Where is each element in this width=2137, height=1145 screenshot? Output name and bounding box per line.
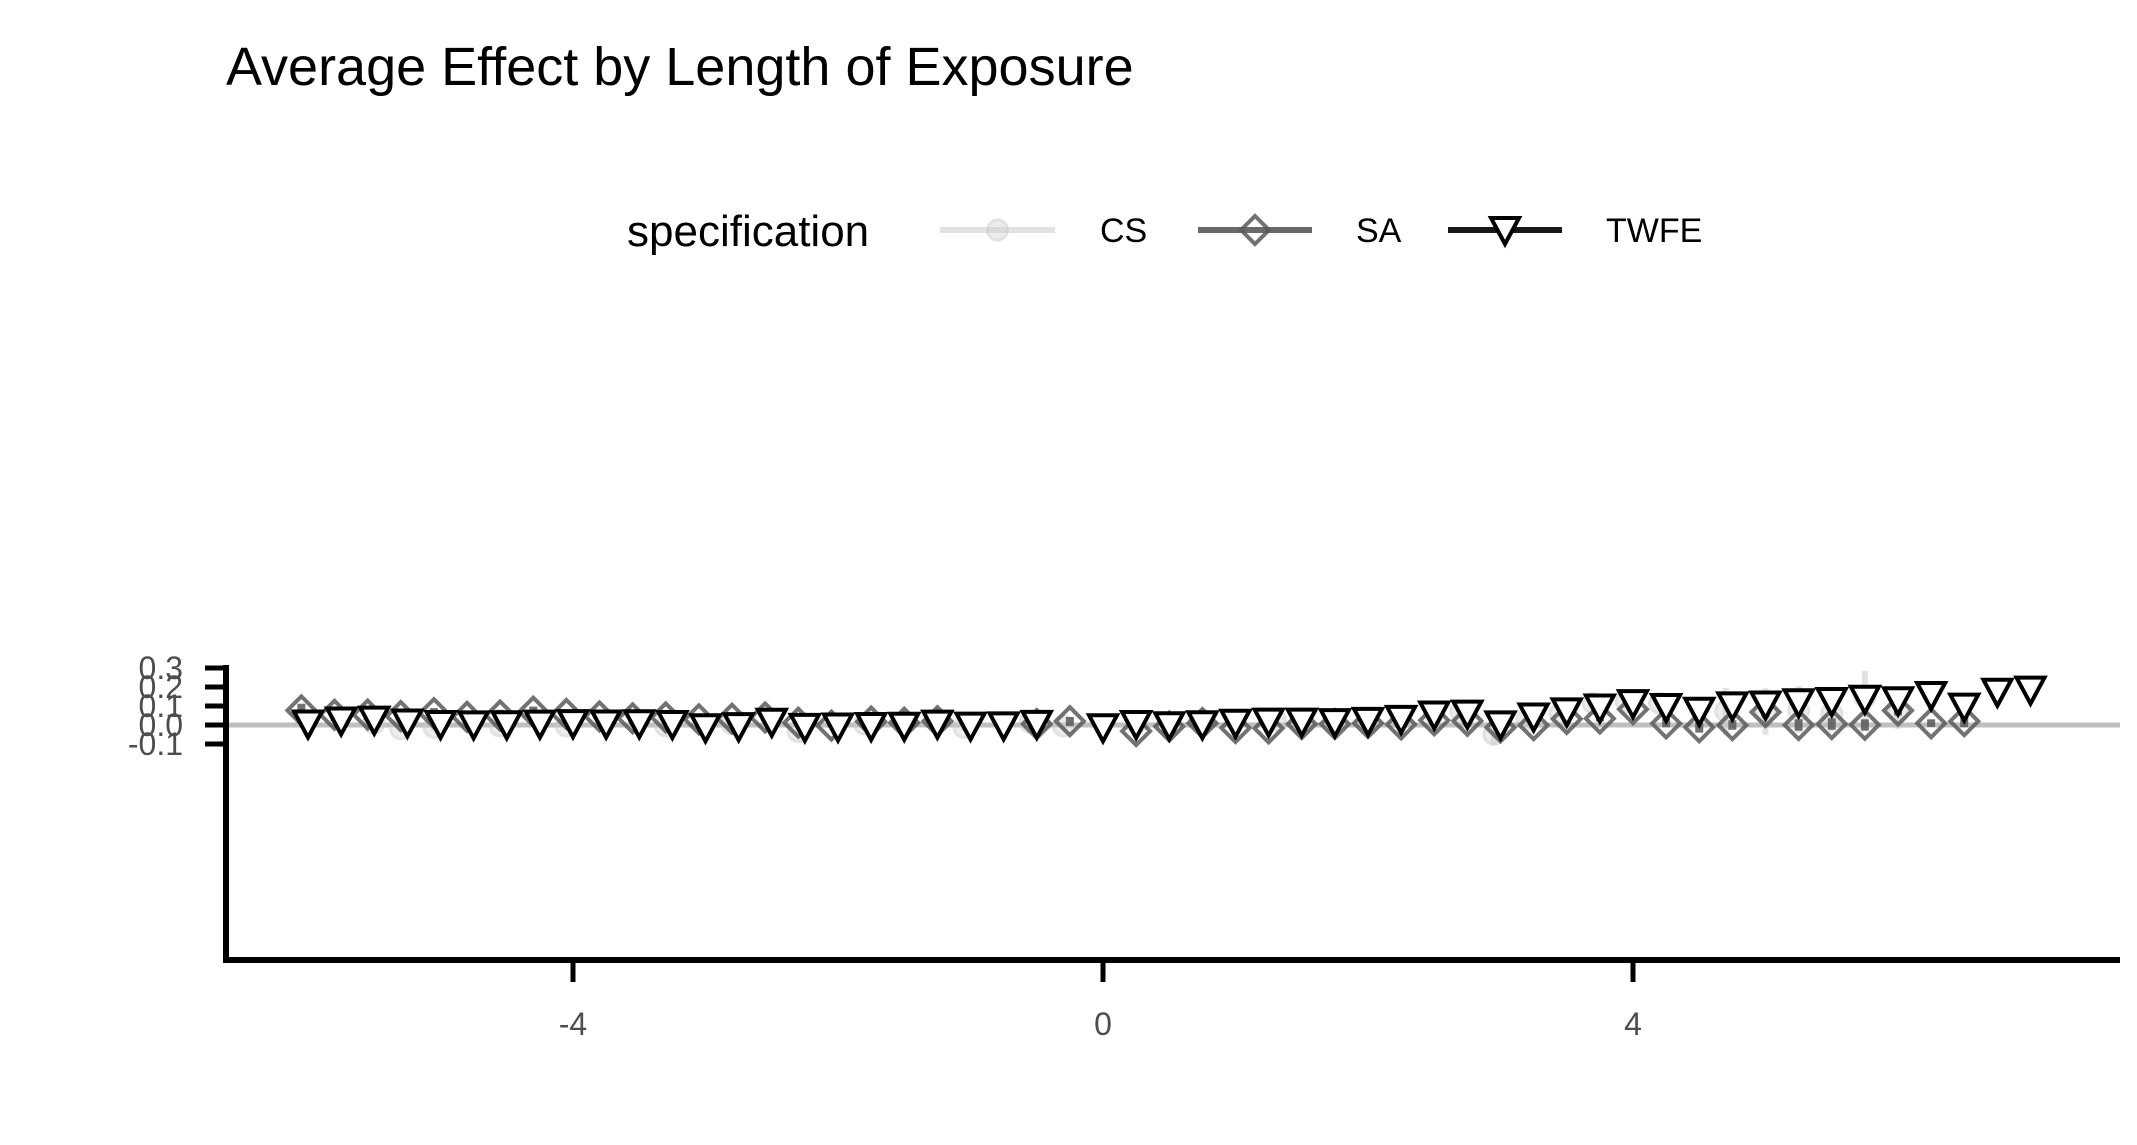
twfe-point xyxy=(986,711,1021,744)
twfe-point xyxy=(323,706,359,739)
twfe-point xyxy=(423,710,458,743)
twfe-point xyxy=(920,709,955,742)
twfe-point xyxy=(522,709,558,742)
twfe-point xyxy=(1781,688,1816,721)
series-layer xyxy=(284,670,2048,748)
sa-point xyxy=(1881,693,1915,728)
twfe-point xyxy=(1615,689,1651,722)
twfe-point xyxy=(290,709,326,742)
twfe-point xyxy=(456,710,491,743)
legend-label: TWFE xyxy=(1606,212,1702,250)
y-tick-label: 0.2 xyxy=(139,669,183,705)
twfe-point xyxy=(1946,692,1982,725)
twfe-point xyxy=(1715,691,1750,724)
twfe-point xyxy=(555,709,591,742)
sa-point xyxy=(1914,706,1948,741)
twfe-point xyxy=(853,711,889,745)
twfe-point xyxy=(1118,710,1154,743)
legend-swatch-marker xyxy=(1487,216,1523,249)
twfe-point xyxy=(1880,686,1916,719)
sa-point xyxy=(1450,703,1485,738)
x-tick-label: 0 xyxy=(1094,1006,1112,1042)
twfe-point xyxy=(588,709,624,742)
twfe-point xyxy=(1913,680,1949,714)
y-tick-label: 0.0 xyxy=(139,707,183,743)
twfe-point xyxy=(886,711,922,744)
x-tick-label: -4 xyxy=(559,1006,587,1042)
twfe-point xyxy=(1185,710,1220,743)
sa-point xyxy=(1417,703,1452,738)
twfe-point xyxy=(2013,675,2048,708)
sa-point xyxy=(1583,701,1617,736)
y-tick-label: -0.1 xyxy=(128,726,183,762)
sa-point xyxy=(1251,711,1286,746)
twfe-point xyxy=(1383,704,1419,738)
twfe-point xyxy=(1980,677,2015,710)
twfe-point xyxy=(1483,710,1518,743)
axes-layer: -0.10.00.10.20.3 -4 0 4 xyxy=(128,650,2120,1042)
legend-swatch-marker xyxy=(986,218,1009,242)
y-tick-label: 0.3 xyxy=(139,650,183,686)
legend: specification CS SA TWFE xyxy=(627,207,1702,256)
y-tick-label: 0.1 xyxy=(139,688,183,724)
twfe-point xyxy=(1516,702,1551,735)
twfe-point xyxy=(1218,708,1253,741)
twfe-point xyxy=(1019,709,1055,743)
twfe-point xyxy=(820,712,856,745)
sa-point xyxy=(1781,708,1816,742)
twfe-point xyxy=(1317,708,1353,741)
twfe-point xyxy=(1814,687,1850,720)
chart-title: Average Effect by Length of Exposure xyxy=(226,37,1134,97)
sa-point xyxy=(1516,708,1551,743)
legend-title: specification xyxy=(627,207,869,256)
twfe-point xyxy=(1681,696,1717,729)
twfe-point xyxy=(1648,692,1684,726)
sa-point xyxy=(1119,714,1153,748)
sa-point xyxy=(1947,704,1982,739)
twfe-point xyxy=(1549,697,1585,730)
sa-point xyxy=(1748,695,1783,729)
twfe-point xyxy=(356,705,392,738)
sa-point xyxy=(1616,692,1650,727)
legend-item-twfe: TWFE xyxy=(1448,212,1702,250)
sa-point xyxy=(1053,704,1087,739)
twfe-point xyxy=(1350,706,1386,740)
legend-label: SA xyxy=(1356,212,1402,250)
twfe-point xyxy=(953,711,988,744)
x-tick-label: 4 xyxy=(1624,1006,1642,1042)
twfe-point xyxy=(721,712,756,745)
twfe-point xyxy=(621,709,657,742)
sa-point xyxy=(1682,710,1717,745)
twfe-point xyxy=(787,712,823,746)
legend-item-sa: SA xyxy=(1198,212,1402,250)
legend-label: CS xyxy=(1100,212,1147,250)
twfe-point xyxy=(1416,700,1452,733)
twfe-point xyxy=(390,708,425,741)
twfe-point xyxy=(1582,693,1618,726)
sa-point xyxy=(1715,708,1750,743)
twfe-point xyxy=(1151,711,1187,744)
twfe-point xyxy=(489,710,525,743)
twfe-point xyxy=(1847,684,1883,717)
legend-item-cs: CS xyxy=(940,212,1147,250)
legend-swatch-marker xyxy=(1238,213,1272,247)
twfe-point xyxy=(1251,707,1286,740)
twfe-point xyxy=(1284,707,1320,740)
twfe-point xyxy=(754,707,790,740)
twfe-point xyxy=(1748,690,1783,723)
sa-point xyxy=(1649,706,1683,741)
twfe-point xyxy=(688,713,723,746)
sa-point xyxy=(1549,702,1584,736)
twfe-point xyxy=(1450,699,1485,732)
series-twfe xyxy=(290,675,2048,746)
sa-point xyxy=(1848,707,1882,742)
twfe-point xyxy=(655,710,690,743)
sa-point xyxy=(1814,707,1849,741)
twfe-point xyxy=(1085,713,1121,746)
